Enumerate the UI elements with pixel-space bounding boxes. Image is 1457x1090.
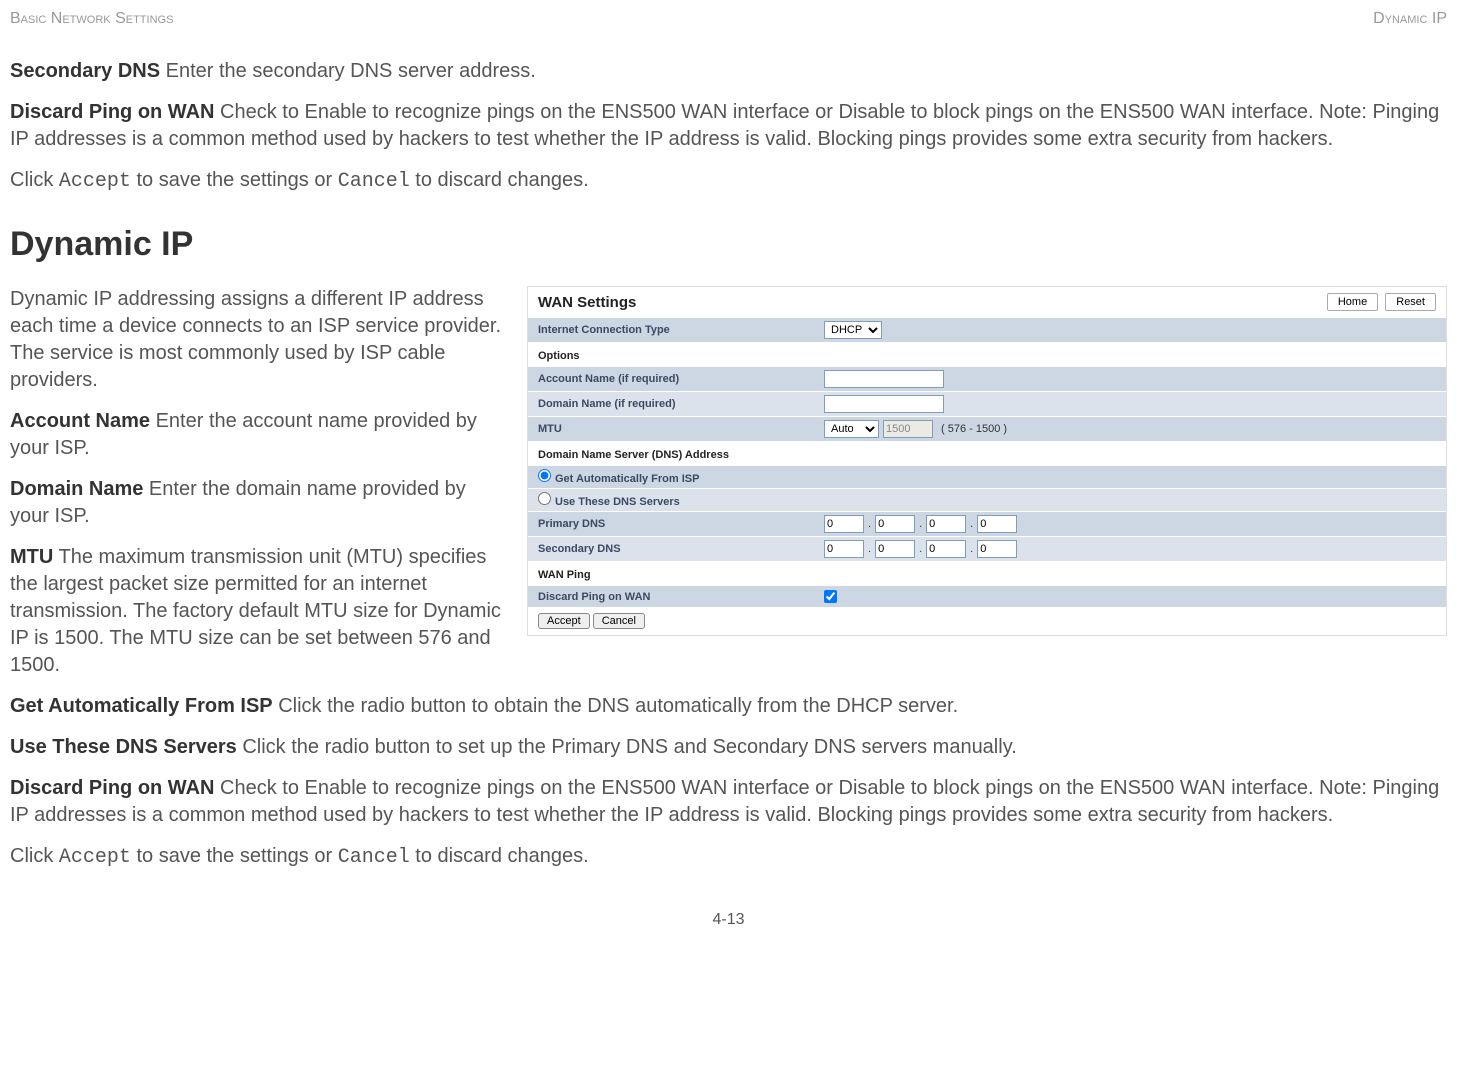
page-number: 4-13 [10,911,1447,929]
auto-term: Get Automatically From ISP [10,695,273,717]
secondary-dns-octet-4[interactable] [977,540,1017,558]
accept-word-2: Accept [59,846,131,869]
cancel-word-2: Cancel [338,846,410,869]
click-mid: to save the settings or [131,169,338,191]
secondary-dns-octet-2[interactable] [875,540,915,558]
dynamic-lead: Dynamic IP addressing assigns a differen… [10,286,502,394]
primary-dns-octet-3[interactable] [926,515,966,533]
secondary-dns-octet-3[interactable] [926,540,966,558]
discard2-term: Discard Ping on WAN [10,777,214,799]
wan-settings-screenshot: WAN Settings Home Reset Internet Connect… [527,286,1447,636]
accept-word: Accept [59,170,131,193]
domain-name-label: Domain Name (if required) [528,395,818,413]
mtu-value-input[interactable] [883,420,933,438]
primary-dns-octet-4[interactable] [977,515,1017,533]
header-left: Basic Network Settings [10,10,173,28]
dot: . [919,518,922,530]
primary-dns-octet-2[interactable] [875,515,915,533]
click-post-2: to discard changes. [410,845,589,867]
home-button[interactable]: Home [1327,293,1378,311]
primary-dns-octet-1[interactable] [824,515,864,533]
account-name-input[interactable] [824,370,944,388]
mtu-text: The maximum transmission unit (MTU) spec… [10,546,501,676]
header-right: Dynamic IP [1373,10,1447,28]
mtu-hint: ( 576 - 1500 ) [941,423,1007,435]
click-pre: Click [10,169,59,191]
click-post: to discard changes. [410,169,589,191]
wan-ping-label: WAN Ping [528,561,1446,585]
secondary-dns-octet-1[interactable] [824,540,864,558]
options-label: Options [528,342,1446,366]
dns-section-label: Domain Name Server (DNS) Address [528,441,1446,465]
dot: . [919,543,922,555]
use-text: Click the radio button to set up the Pri… [237,736,1017,758]
mtu-term: MTU [10,546,53,568]
accept-button[interactable]: Accept [538,613,590,629]
wan-settings-title: WAN Settings [538,294,636,311]
dot: . [970,543,973,555]
conn-type-select[interactable]: DHCP [824,321,882,339]
auto-text: Click the radio button to obtain the DNS… [273,695,959,717]
dns-manual-radio[interactable]: Use These DNS Servers [538,496,680,508]
discard-ping-term: Discard Ping on WAN [10,101,214,123]
account-name-label: Account Name (if required) [528,370,818,388]
domain-name-input[interactable] [824,395,944,413]
cancel-button[interactable]: Cancel [593,613,645,629]
conn-type-label: Internet Connection Type [528,321,818,339]
secondary-dns-term: Secondary DNS [10,60,160,82]
click-pre-2: Click [10,845,59,867]
cancel-word: Cancel [338,170,410,193]
discard-ping-checkbox[interactable] [824,590,837,603]
dot: . [868,518,871,530]
dot: . [868,543,871,555]
discard2-text: Check to Enable to recognize pings on th… [10,777,1439,826]
dns-auto-radio[interactable]: Get Automatically From ISP [538,473,699,485]
secondary-dns-text: Enter the secondary DNS server address. [160,60,536,82]
secondary-dns-label: Secondary DNS [528,540,818,558]
account-term: Account Name [10,410,150,432]
discard-ping-label: Discard Ping on WAN [528,588,818,606]
primary-dns-label: Primary DNS [528,515,818,533]
click-mid-2: to save the settings or [131,845,338,867]
section-title: Dynamic IP [10,225,1447,264]
use-term: Use These DNS Servers [10,736,237,758]
domain-term: Domain Name [10,478,143,500]
reset-button[interactable]: Reset [1385,293,1436,311]
discard-ping-text: Check to Enable to recognize pings on th… [10,101,1439,150]
mtu-label: MTU [528,420,818,438]
mtu-mode-select[interactable]: Auto [824,420,879,438]
dot: . [970,518,973,530]
